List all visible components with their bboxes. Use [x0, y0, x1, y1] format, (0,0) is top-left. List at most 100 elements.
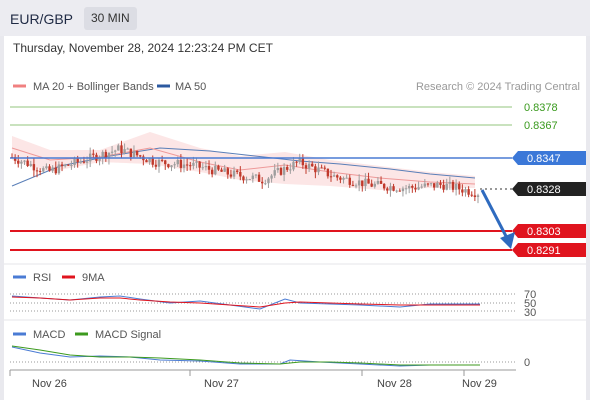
legend-macd-signal: MACD Signal: [95, 329, 161, 341]
candle-body: [470, 194, 473, 196]
candle-body: [242, 176, 245, 181]
candle-body: [157, 159, 161, 167]
candle-body: [189, 165, 192, 167]
chart-panel: [4, 36, 586, 400]
legend-rsi: RSI: [33, 272, 51, 284]
level-tag-0.8303: [512, 224, 586, 238]
rsi-tick-70: 70: [524, 289, 536, 301]
candle-body: [417, 187, 420, 190]
candle-body: [345, 177, 348, 179]
candle-body: [473, 195, 477, 197]
candle-body: [135, 150, 139, 156]
ma50-line: [11, 147, 476, 187]
candle-body: [320, 167, 323, 169]
candle-body: [226, 168, 229, 175]
candle-body: [342, 177, 345, 180]
candle-body: [85, 161, 89, 163]
level-label-0.8328: 0.8328: [527, 184, 561, 196]
candle-body: [201, 167, 204, 169]
candle-body: [289, 169, 292, 171]
forecast-arrow-head: [500, 232, 515, 249]
candle-body: [367, 178, 370, 184]
candle-body: [267, 178, 270, 184]
candle-body: [348, 177, 351, 185]
candle-body: [120, 145, 123, 153]
candle-body: [51, 167, 54, 171]
candle-body: [164, 160, 167, 165]
candle-body: [407, 186, 411, 189]
candle-body: [26, 160, 29, 166]
candle-body: [370, 183, 373, 187]
level-tag-0.8291: [512, 243, 586, 257]
candle-body: [301, 157, 305, 166]
candle-body: [117, 145, 120, 151]
candle-body: [414, 187, 417, 190]
rsi-tick-30: 30: [524, 307, 536, 319]
level-label-0.8303: 0.8303: [527, 226, 561, 238]
level-label-0.8291: 0.8291: [527, 245, 561, 257]
candle-body: [442, 184, 445, 190]
macd-signal-line: [11, 345, 480, 366]
timestamp: Thursday, November 28, 2024 12:23:24 PM …: [13, 41, 273, 55]
candle-body: [286, 167, 289, 170]
timeframe-button[interactable]: 30 MIN: [84, 7, 137, 30]
candle-body: [70, 165, 73, 167]
candle-body: [82, 161, 86, 163]
candle-body: [436, 182, 439, 188]
candle-body: [48, 166, 51, 171]
candle-body: [173, 164, 176, 166]
candle-body: [423, 183, 427, 187]
candle-body: [60, 164, 64, 167]
candle-body: [32, 164, 36, 171]
candle-body: [98, 158, 101, 161]
candle-body: [160, 159, 164, 161]
candle-body: [79, 161, 83, 163]
candle-body: [20, 161, 23, 164]
candle-body: [154, 164, 158, 167]
rsi-tick-50: 50: [524, 298, 536, 310]
candle-body: [63, 164, 67, 167]
level-tag-0.8347: [512, 151, 586, 165]
candle-body: [239, 171, 242, 177]
candle-body: [145, 160, 148, 163]
level-label-0.8367: 0.8367: [524, 120, 558, 132]
candle-body: [270, 175, 273, 179]
candle-body: [254, 174, 258, 176]
candle-body: [433, 183, 436, 188]
candle-body: [445, 183, 448, 190]
candle-body: [476, 195, 480, 197]
candle-body: [45, 166, 48, 169]
toolbar: EUR/GBP 30 MIN: [0, 0, 590, 36]
candle-body: [176, 159, 179, 165]
candle-body: [295, 161, 298, 163]
candle-body: [126, 148, 129, 150]
candle-body: [404, 188, 408, 190]
candle-body: [129, 148, 133, 158]
candle-body: [292, 161, 295, 170]
credit-text: Research © 2024 Trading Central: [416, 81, 580, 93]
candle-body: [339, 177, 342, 180]
candle-body: [217, 165, 220, 170]
candle-body: [73, 158, 76, 166]
rsi-9ma-line: [11, 296, 480, 308]
candle-body: [132, 150, 136, 158]
candle-body: [114, 150, 117, 152]
candle-body: [245, 179, 248, 181]
candle-body: [326, 168, 330, 177]
candle-body: [257, 174, 261, 182]
candle-body: [167, 164, 170, 168]
candle-body: [382, 183, 386, 189]
candle-body: [35, 170, 39, 172]
candle-body: [42, 168, 45, 172]
candle-body: [107, 152, 111, 159]
candle-body: [57, 164, 61, 174]
level-tag-0.8328: [512, 182, 586, 196]
candle-body: [329, 176, 333, 178]
candle-body: [389, 186, 392, 191]
candle-body: [298, 157, 301, 163]
candle-body: [248, 179, 251, 181]
candle-body: [398, 190, 402, 192]
candle-body: [282, 167, 286, 175]
candle-body: [451, 181, 455, 190]
